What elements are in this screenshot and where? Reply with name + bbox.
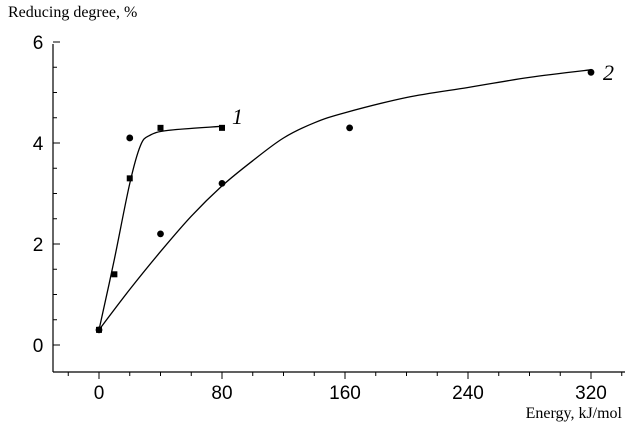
x-tick-label: 240 [452,383,484,404]
series-2-point [157,230,164,238]
x-tick-label: 160 [329,383,361,404]
x-tick-label: 80 [211,383,232,404]
series-2-point [218,180,226,187]
y-tick-label: 2 [33,235,44,256]
y-tick-label: 4 [33,134,44,155]
series-2-point [95,326,103,334]
x-tick-label: 0 [94,383,105,404]
y-tick-label: 6 [33,33,44,54]
series-1-point [111,271,118,278]
x-tick-label: 320 [575,383,607,404]
series-1-point [126,175,133,182]
series-2-point [346,124,354,132]
series-1-point [219,124,225,131]
series-1-label: 1 [232,104,243,129]
y-tick-label: 0 [33,336,44,357]
series-1-curve [98,125,223,331]
x-axis-title: Energy, kJ/mol [526,405,623,422]
series-2-point [126,134,134,142]
series-1-point [157,124,164,131]
series-2-point [587,68,595,76]
series-2-curve [98,69,592,331]
y-axis-title: Reducing degree, % [8,4,137,21]
series-2-label: 2 [603,60,614,85]
